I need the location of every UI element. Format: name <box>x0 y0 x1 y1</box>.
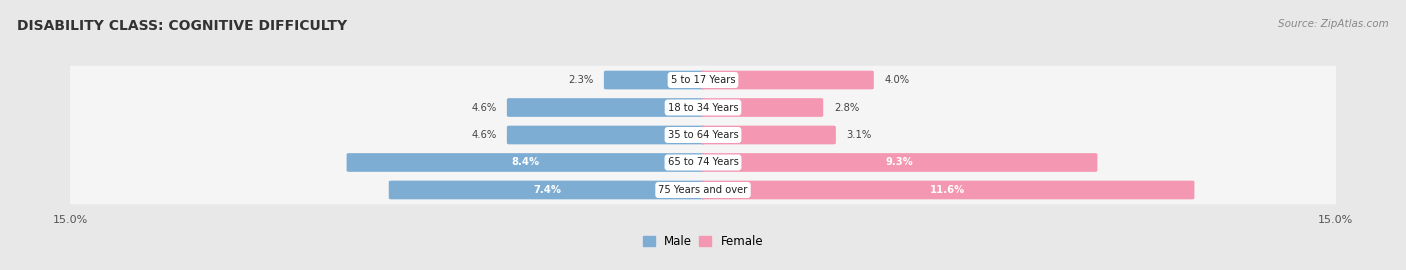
FancyBboxPatch shape <box>508 126 706 144</box>
Text: 5 to 17 Years: 5 to 17 Years <box>671 75 735 85</box>
Text: 4.6%: 4.6% <box>471 130 496 140</box>
FancyBboxPatch shape <box>508 98 706 117</box>
Text: 65 to 74 Years: 65 to 74 Years <box>668 157 738 167</box>
FancyBboxPatch shape <box>700 98 824 117</box>
FancyBboxPatch shape <box>63 176 1343 204</box>
FancyBboxPatch shape <box>700 181 1195 199</box>
FancyBboxPatch shape <box>63 121 1343 149</box>
FancyBboxPatch shape <box>388 181 706 199</box>
FancyBboxPatch shape <box>700 71 873 89</box>
Text: Source: ZipAtlas.com: Source: ZipAtlas.com <box>1278 19 1389 29</box>
FancyBboxPatch shape <box>63 148 1343 177</box>
Text: 75 Years and over: 75 Years and over <box>658 185 748 195</box>
FancyBboxPatch shape <box>63 66 1343 94</box>
Text: 4.0%: 4.0% <box>884 75 910 85</box>
FancyBboxPatch shape <box>346 153 704 172</box>
FancyBboxPatch shape <box>63 93 1343 122</box>
Text: 11.6%: 11.6% <box>929 185 966 195</box>
Legend: Male, Female: Male, Female <box>638 231 768 253</box>
Text: DISABILITY CLASS: COGNITIVE DIFFICULTY: DISABILITY CLASS: COGNITIVE DIFFICULTY <box>17 19 347 33</box>
Text: 35 to 64 Years: 35 to 64 Years <box>668 130 738 140</box>
FancyBboxPatch shape <box>700 153 1098 172</box>
FancyBboxPatch shape <box>700 126 835 144</box>
Text: 4.6%: 4.6% <box>471 103 496 113</box>
Text: 2.3%: 2.3% <box>568 75 593 85</box>
Text: 7.4%: 7.4% <box>533 185 561 195</box>
Text: 2.8%: 2.8% <box>834 103 859 113</box>
FancyBboxPatch shape <box>605 71 706 89</box>
Text: 9.3%: 9.3% <box>886 157 912 167</box>
Text: 8.4%: 8.4% <box>512 157 540 167</box>
Text: 18 to 34 Years: 18 to 34 Years <box>668 103 738 113</box>
Text: 3.1%: 3.1% <box>846 130 872 140</box>
